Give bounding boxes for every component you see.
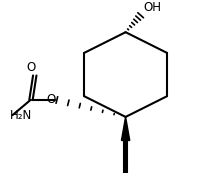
Polygon shape — [122, 117, 130, 141]
Text: O: O — [26, 61, 36, 74]
Text: O: O — [46, 93, 56, 106]
Text: H₂N: H₂N — [10, 110, 32, 122]
Text: OH: OH — [144, 1, 162, 14]
